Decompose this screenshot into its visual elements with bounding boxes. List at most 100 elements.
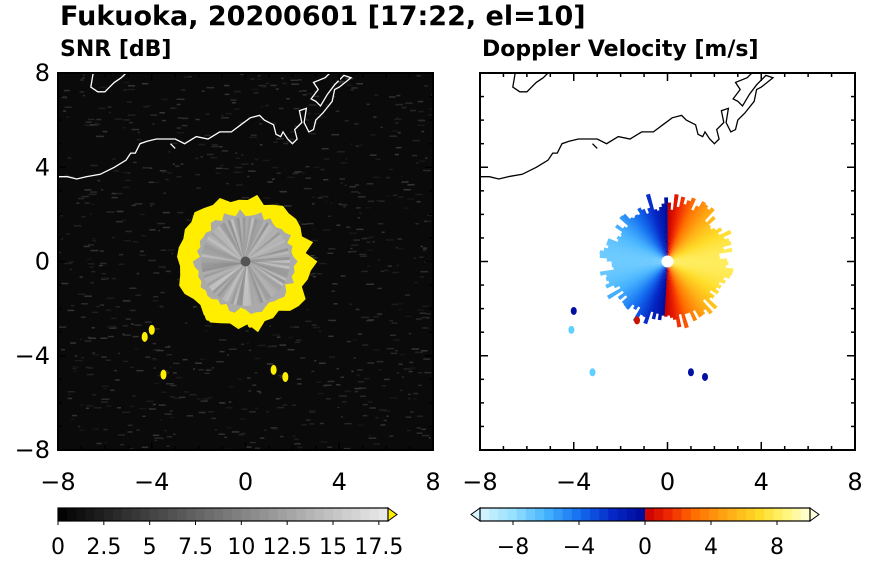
- doppler-clutter: [634, 316, 641, 325]
- radar-site-marker: [240, 256, 251, 267]
- x-tick-label: 4: [332, 468, 347, 496]
- colorbar-segment: [351, 508, 361, 521]
- doppler-clutter: [568, 325, 575, 334]
- colorbar-segment: [599, 508, 609, 521]
- colorbar-tick-label: −4: [563, 535, 595, 560]
- colorbar-segment: [94, 508, 105, 521]
- colorbar-segment: [149, 508, 160, 521]
- y-tick-label: −4: [15, 342, 50, 370]
- colorbar-segment: [158, 508, 169, 521]
- colorbar-segment: [241, 508, 251, 521]
- colorbar-segment: [85, 508, 95, 521]
- colorbar-segment: [654, 508, 664, 521]
- colorbar-tick-label: 2.5: [86, 535, 121, 560]
- snr-clutter: [282, 371, 289, 382]
- plot-area: [480, 73, 855, 450]
- coastline: [512, 73, 549, 93]
- colorbar-segment: [232, 508, 242, 521]
- axis-ticks: [57, 72, 434, 451]
- colorbar-segment: [378, 508, 389, 521]
- colorbar-segment: [590, 508, 600, 521]
- colorbar-segment: [177, 508, 187, 521]
- colorbar-segment: [259, 508, 270, 521]
- colorbar-segment: [755, 508, 765, 521]
- colorbar-segment: [67, 508, 77, 521]
- x-tick-label: 0: [238, 468, 253, 496]
- snr-clutter: [205, 310, 211, 321]
- colorbar-segment: [58, 508, 68, 521]
- colorbar-tick-label: 15: [319, 535, 347, 560]
- x-tick-label: −8: [40, 468, 75, 496]
- colorbar-tick-label: 7.5: [178, 535, 213, 560]
- colorbar-segment: [287, 508, 297, 521]
- colorbar-segment: [76, 508, 86, 521]
- x-tick-label: 4: [754, 468, 769, 496]
- x-tick-label: 8: [847, 468, 862, 496]
- colorbar-segment: [718, 508, 728, 521]
- colorbar-segment: [342, 508, 352, 521]
- colorbar-segment: [608, 508, 618, 521]
- snr-clutter: [141, 331, 148, 342]
- doppler-clutter: [687, 368, 694, 377]
- axis-ticks: [479, 72, 856, 451]
- colorbar-segment: [764, 508, 774, 521]
- colorbar-segment: [580, 508, 591, 521]
- colorbar-segment: [553, 508, 563, 521]
- colorbar-segment: [186, 508, 196, 521]
- plot-area: [58, 73, 433, 450]
- y-tick-label: 0: [35, 248, 50, 276]
- coastline: [90, 73, 127, 93]
- colorbar-segment: [617, 508, 627, 521]
- colorbar-extend-max: [809, 507, 820, 522]
- colorbar: 0 2.5 5 7.5 10 12.5 15 17.5: [51, 507, 403, 560]
- colorbar-segment: [103, 508, 114, 521]
- snr-clutter: [148, 324, 155, 335]
- colorbar-segment: [791, 508, 802, 521]
- colorbar-segment: [709, 508, 719, 521]
- colorbar-tick-label: −8: [497, 535, 529, 560]
- colorbar-segment: [535, 508, 545, 521]
- colorbar: −8 −4 0 4 8: [470, 507, 820, 560]
- coastline: [592, 143, 598, 149]
- colorbar-tick-label: 10: [227, 535, 255, 560]
- y-tick-label: 8: [35, 59, 50, 87]
- colorbar-segment: [122, 508, 132, 521]
- colorbar-tick-label: 17.5: [354, 535, 403, 560]
- colorbar-segment: [360, 508, 370, 521]
- colorbar-segment: [314, 508, 325, 521]
- colorbar-segment: [131, 508, 141, 521]
- panel-title: SNR [dB]: [60, 37, 171, 62]
- colorbar-segment: [745, 508, 756, 521]
- colorbar-segment: [516, 508, 527, 521]
- snr-core-texture: [201, 217, 290, 306]
- colorbar-extend-min: [470, 507, 481, 522]
- colorbar-segment: [323, 508, 334, 521]
- colorbar-tick-label: 8: [770, 535, 784, 560]
- snr-clutter: [270, 364, 277, 375]
- y-tick-label: −8: [15, 436, 50, 464]
- colorbar-segment: [507, 508, 517, 521]
- colorbar-segment: [250, 508, 260, 521]
- colorbar-segment: [562, 508, 572, 521]
- colorbar-segment: [645, 508, 655, 521]
- colorbar-segment: [544, 508, 554, 521]
- colorbar-segment: [333, 508, 343, 521]
- x-tick-label: −8: [462, 468, 497, 496]
- colorbar-segment: [268, 508, 279, 521]
- colorbar-extend-max: [387, 507, 398, 522]
- doppler-panel: Doppler Velocity [m/s] −8 −4 0 4 8 −8 −4 0 4 8: [462, 37, 862, 560]
- colorbar-tick-label: 12.5: [263, 535, 312, 560]
- colorbar-segment: [571, 508, 582, 521]
- colorbar-segment: [195, 508, 205, 521]
- x-tick-label: 8: [425, 468, 440, 496]
- coastline: [170, 143, 176, 149]
- colorbar-segment: [168, 508, 178, 521]
- colorbar-segment: [626, 508, 637, 521]
- colorbar-tick-label: 0: [51, 535, 65, 560]
- colorbar-segment: [782, 508, 792, 521]
- colorbar-segment: [672, 508, 682, 521]
- colorbar-segment: [800, 508, 811, 521]
- colorbar-segment: [773, 508, 783, 521]
- snr-panel: SNR [dB] −8 −4 0 4 8 8 4 0 −4 −8 0 2.5 5 7.5 10 12.5 15 17…: [15, 37, 441, 560]
- x-tick-label: −4: [556, 468, 591, 496]
